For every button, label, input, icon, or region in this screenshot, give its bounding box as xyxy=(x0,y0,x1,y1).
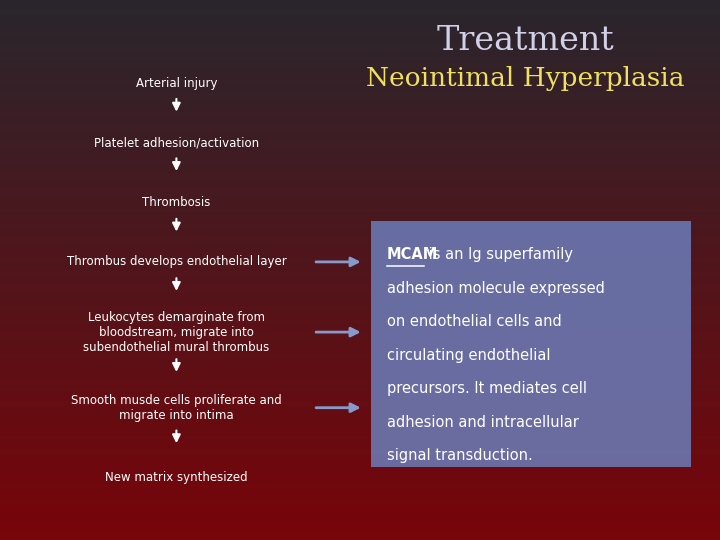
Text: Neointimal Hyperplasia: Neointimal Hyperplasia xyxy=(366,66,685,91)
Text: Thrombosis: Thrombosis xyxy=(143,196,210,209)
Text: Leukocytes demarginate from
bloodstream, migrate into
subendothelial mural throm: Leukocytes demarginate from bloodstream,… xyxy=(84,310,269,354)
Text: circulating endothelial: circulating endothelial xyxy=(387,348,550,363)
Text: Smooth musde cells proliferate and
migrate into intima: Smooth musde cells proliferate and migra… xyxy=(71,394,282,422)
Text: MCAM: MCAM xyxy=(387,247,438,262)
Text: Arterial injury: Arterial injury xyxy=(135,77,217,90)
Text: Treatment: Treatment xyxy=(437,24,614,57)
Text: on endothelial cells and: on endothelial cells and xyxy=(387,314,562,329)
Text: Platelet adhesion/activation: Platelet adhesion/activation xyxy=(94,137,259,150)
Text: is an Ig superfamily: is an Ig superfamily xyxy=(424,247,573,262)
FancyBboxPatch shape xyxy=(371,221,691,467)
Text: Thrombus develops endothelial layer: Thrombus develops endothelial layer xyxy=(66,255,287,268)
Text: adhesion molecule expressed: adhesion molecule expressed xyxy=(387,281,605,296)
Text: New matrix synthesized: New matrix synthesized xyxy=(105,471,248,484)
Text: signal transduction.: signal transduction. xyxy=(387,448,532,463)
Text: precursors. It mediates cell: precursors. It mediates cell xyxy=(387,381,587,396)
Text: adhesion and intracellular: adhesion and intracellular xyxy=(387,415,578,430)
